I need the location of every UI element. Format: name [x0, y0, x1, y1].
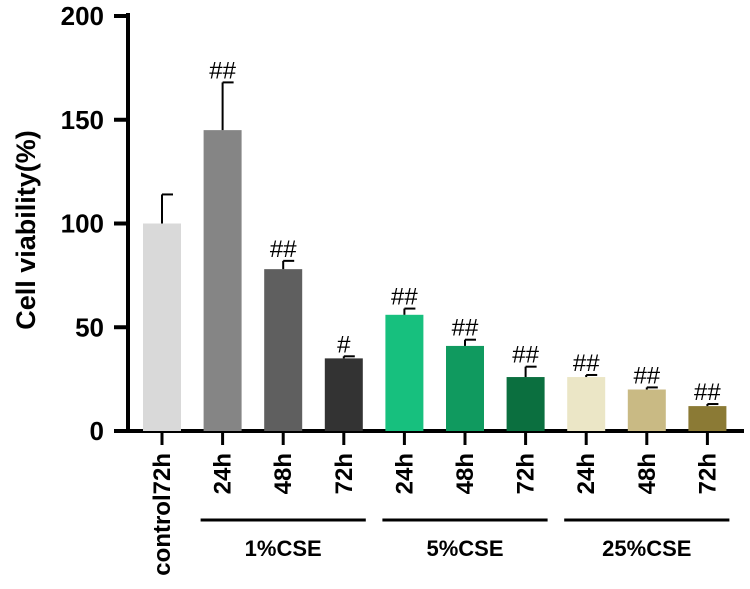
bar: [688, 406, 727, 431]
group-label: 5%CSE: [426, 536, 503, 561]
y-tick-label: 50: [75, 312, 104, 342]
significance-label: ##: [573, 350, 600, 377]
group-label: 1%CSE: [245, 536, 322, 561]
bar: [567, 377, 606, 431]
x-tick-label: 48h: [270, 453, 297, 494]
x-tick-label: 72h: [331, 453, 358, 494]
group-label: 25%CSE: [602, 536, 691, 561]
bar: [446, 345, 484, 431]
x-tick-label: 24h: [210, 453, 237, 494]
significance-label: ##: [209, 57, 236, 84]
bar: [143, 223, 181, 431]
significance-label: ##: [694, 379, 721, 406]
significance-label: ##: [633, 362, 660, 389]
bar: [385, 314, 424, 431]
significance-label: ##: [391, 284, 418, 311]
x-tick-label: control72h: [149, 453, 176, 576]
x-tick-label: 72h: [694, 453, 721, 494]
bar: [264, 269, 303, 431]
y-tick-label: 150: [61, 105, 104, 135]
bar: [627, 389, 666, 431]
x-tick-label: 24h: [573, 453, 600, 494]
bar: [324, 358, 363, 431]
y-tick-label: 0: [90, 416, 104, 446]
significance-label: #: [337, 331, 351, 358]
bar: [506, 377, 545, 431]
y-tick-label: 200: [61, 1, 104, 31]
significance-label: ##: [512, 342, 539, 369]
x-tick-label: 48h: [634, 453, 661, 494]
y-axis-title: Cell viability(%): [11, 130, 41, 330]
y-tick-label: 100: [61, 209, 104, 239]
significance-label: ##: [270, 236, 297, 263]
x-tick-label: 24h: [391, 453, 418, 494]
x-tick-label: 48h: [452, 453, 479, 494]
x-tick-label: 72h: [513, 453, 540, 494]
bar: [203, 130, 242, 431]
significance-label: ##: [452, 315, 479, 342]
